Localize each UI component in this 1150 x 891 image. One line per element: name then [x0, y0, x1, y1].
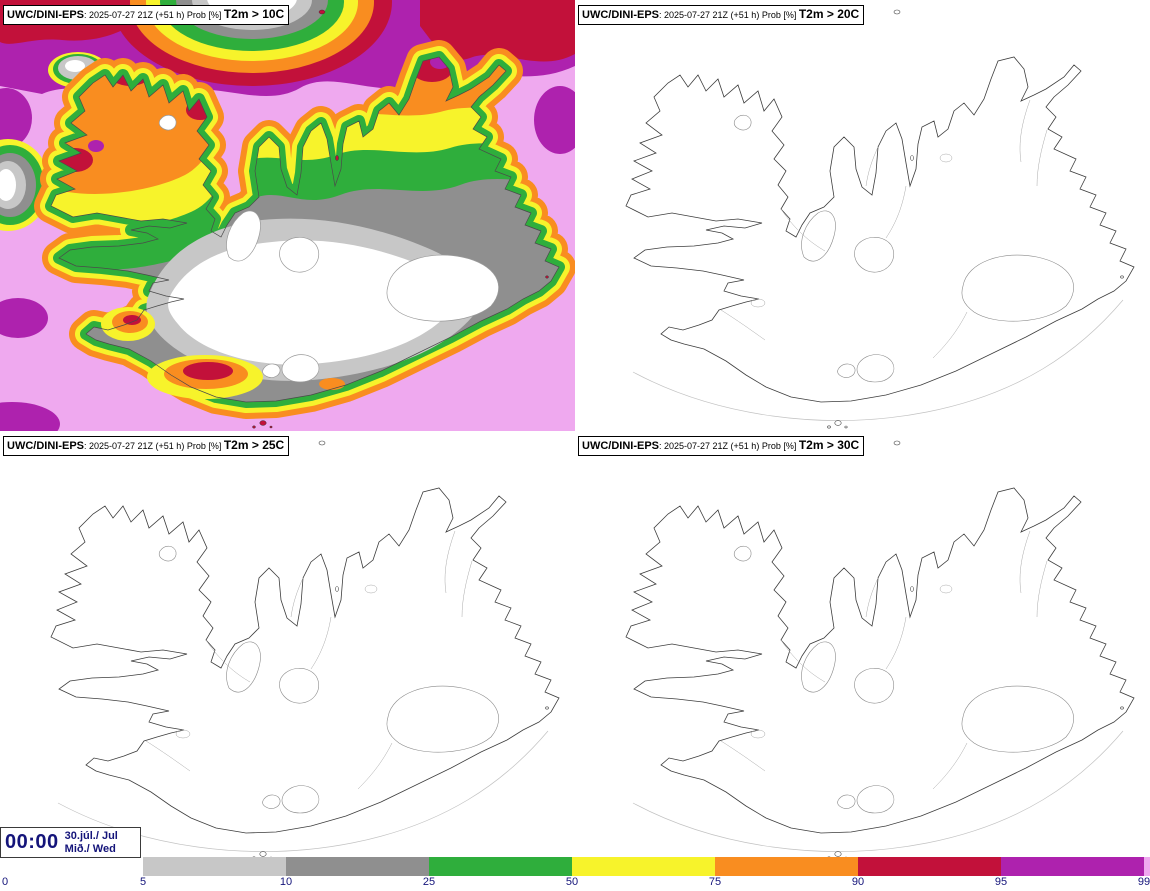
colorbar-tick: 10	[279, 876, 293, 888]
colorbar-tick: 25	[422, 876, 436, 888]
colorbar-tick: 95	[994, 876, 1008, 888]
colorbar-tick: 99	[1137, 876, 1150, 888]
probability-map-t2m-25c	[0, 431, 575, 862]
colorbar-segment	[858, 857, 1001, 876]
threshold-label: T2m > 30C	[798, 438, 860, 452]
colorbar-tick: 50	[565, 876, 579, 888]
panel-title: UWC/DINI-EPS: 2025-07-27 21Z (+51 h) Pro…	[578, 436, 865, 456]
colorbar-segment	[143, 857, 286, 876]
valid-date-block: 30.júl./ Jul Mið./ Wed	[65, 830, 118, 856]
run-label: : 2025-07-27 21Z (+51 h) Prob [%]	[84, 10, 224, 20]
colorbar-segment	[715, 857, 858, 876]
panel-prob-t2m-10c: UWC/DINI-EPS: 2025-07-27 21Z (+51 h) Pro…	[0, 0, 575, 431]
valid-time-box: 00:00 30.júl./ Jul Mið./ Wed	[0, 827, 141, 858]
threshold-label: T2m > 10C	[223, 7, 285, 21]
model-label: UWC/DINI-EPS	[7, 440, 84, 452]
threshold-label: T2m > 20C	[798, 7, 860, 21]
panel-title: UWC/DINI-EPS: 2025-07-27 21Z (+51 h) Pro…	[578, 5, 865, 25]
probability-colorbar	[143, 857, 1150, 876]
panel-prob-t2m-30c: UWC/DINI-EPS: 2025-07-27 21Z (+51 h) Pro…	[575, 431, 1150, 862]
probability-field	[0, 0, 575, 431]
colorbar-tick: 5	[139, 876, 147, 888]
valid-date: 30.júl./ Jul	[64, 829, 118, 842]
model-label: UWC/DINI-EPS	[7, 9, 84, 21]
colorbar-segment	[1144, 857, 1150, 876]
probability-map-t2m-20c	[575, 0, 1150, 431]
colorbar-segment	[572, 857, 715, 876]
probability-map-t2m-30c	[575, 431, 1150, 862]
panel-prob-t2m-20c: UWC/DINI-EPS: 2025-07-27 21Z (+51 h) Pro…	[575, 0, 1150, 431]
colorbar-tick: 75	[708, 876, 722, 888]
panel-title: UWC/DINI-EPS: 2025-07-27 21Z (+51 h) Pro…	[3, 5, 290, 25]
run-label: : 2025-07-27 21Z (+51 h) Prob [%]	[659, 10, 799, 20]
threshold-label: T2m > 25C	[223, 438, 285, 452]
colorbar-ticks: 0 5 10 25 50 75 90 95 99	[0, 876, 1150, 891]
colorbar-segment	[286, 857, 429, 876]
colorbar-segment	[1001, 857, 1144, 876]
run-label: : 2025-07-27 21Z (+51 h) Prob [%]	[84, 441, 224, 451]
model-label: UWC/DINI-EPS	[582, 440, 659, 452]
colorbar-tick: 0	[2, 876, 9, 888]
valid-weekday: Mið./ Wed	[64, 842, 116, 855]
panel-title: UWC/DINI-EPS: 2025-07-27 21Z (+51 h) Pro…	[3, 436, 290, 456]
run-label: : 2025-07-27 21Z (+51 h) Prob [%]	[659, 441, 799, 451]
probability-map-t2m-10c	[0, 0, 575, 431]
model-label: UWC/DINI-EPS	[582, 9, 659, 21]
colorbar-segment	[429, 857, 572, 876]
valid-time: 00:00	[5, 831, 59, 853]
colorbar-tick: 90	[851, 876, 865, 888]
panel-prob-t2m-25c: UWC/DINI-EPS: 2025-07-27 21Z (+51 h) Pro…	[0, 431, 575, 862]
